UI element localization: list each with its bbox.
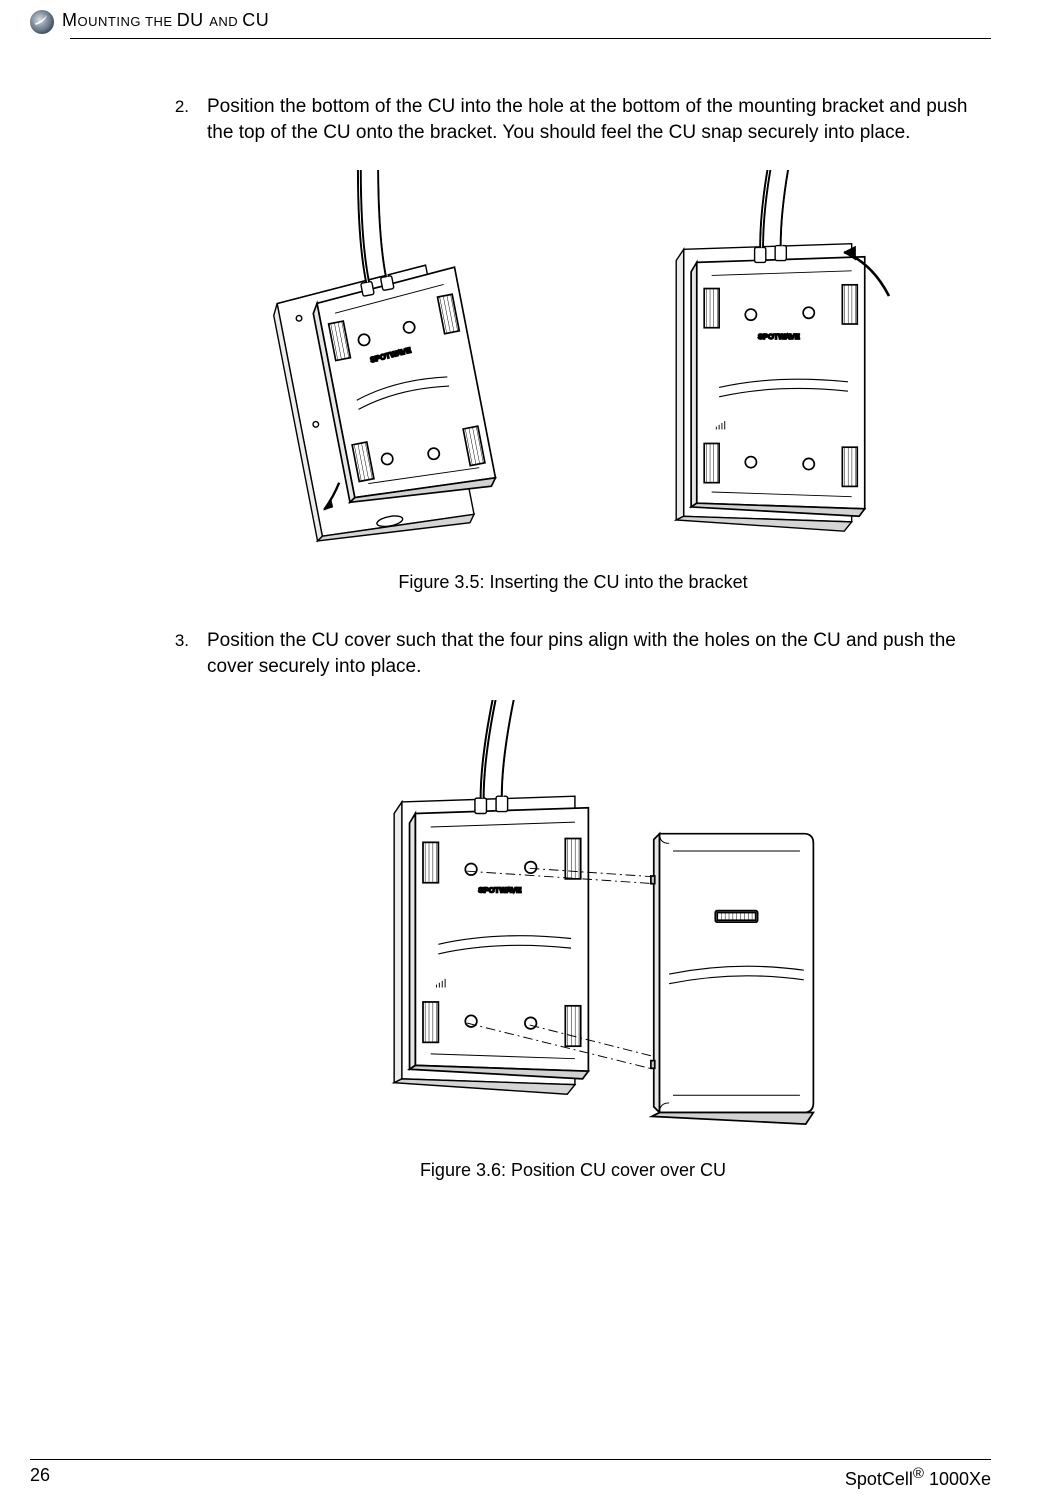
page-footer: 26 SpotCell® 1000Xe bbox=[30, 1465, 991, 1490]
figure-3-5: SPOTWAVE bbox=[165, 170, 981, 562]
brand-logo-icon bbox=[30, 10, 54, 34]
step-3: 3. Position the CU cover such that the f… bbox=[165, 628, 981, 679]
step-2-text: Position the bottom of the CU into the h… bbox=[207, 94, 981, 145]
svg-text:SPOTWAVE: SPOTWAVE bbox=[758, 332, 800, 341]
figure-3-6: SPOTWAVE bbox=[165, 700, 981, 1152]
figure-3-6-svg: SPOTWAVE bbox=[323, 700, 823, 1152]
footer-rule bbox=[30, 1459, 991, 1460]
step-2-number: 2. bbox=[165, 94, 189, 145]
svg-text:SPOTWAVE: SPOTWAVE bbox=[478, 885, 521, 894]
header-title: MOUNTING THE DU AND CU bbox=[62, 10, 269, 31]
content-area: 2. Position the bottom of the CU into th… bbox=[165, 94, 981, 1181]
step-3-number: 3. bbox=[165, 628, 189, 679]
step-2: 2. Position the bottom of the CU into th… bbox=[165, 94, 981, 145]
page-number: 26 bbox=[30, 1465, 50, 1490]
figure-3-6-caption: Figure 3.6: Position CU cover over CU bbox=[165, 1160, 981, 1181]
header-rule bbox=[70, 38, 991, 39]
page-header: MOUNTING THE DU AND CU bbox=[30, 10, 991, 34]
figure-3-5-left: SPOTWAVE bbox=[229, 170, 509, 562]
figure-3-5-right: SPOTWAVE bbox=[637, 170, 917, 562]
step-3-text: Position the CU cover such that the four… bbox=[207, 628, 981, 679]
product-name: SpotCell® 1000Xe bbox=[845, 1465, 991, 1490]
figure-3-5-caption: Figure 3.5: Inserting the CU into the br… bbox=[165, 572, 981, 593]
